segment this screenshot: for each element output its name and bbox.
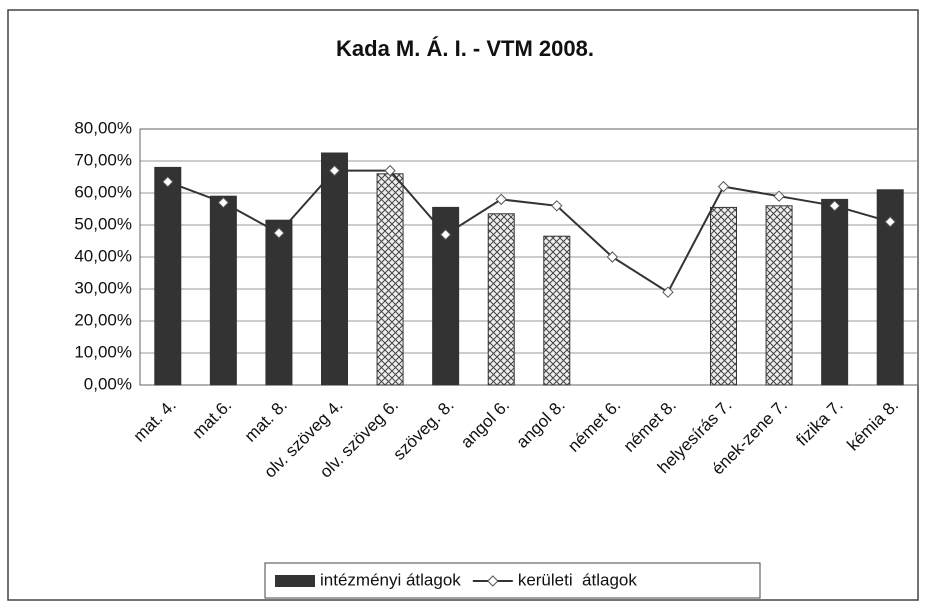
marker xyxy=(162,176,174,188)
marker xyxy=(273,227,285,239)
y-tick-label: 30,00% xyxy=(74,278,132,297)
y-tick-label: 40,00% xyxy=(74,246,132,265)
bar xyxy=(487,213,515,386)
y-tick-label: 50,00% xyxy=(74,214,132,233)
bar xyxy=(543,235,571,386)
marker xyxy=(439,228,452,241)
legend-label: kerületi átlagok xyxy=(518,570,638,589)
chart-title: Kada M. Á. I. - VTM 2008. xyxy=(336,36,594,61)
marker xyxy=(773,190,785,202)
marker xyxy=(551,200,563,212)
y-tick-label: 70,00% xyxy=(74,150,132,169)
x-tick-label: angol 8. xyxy=(513,396,569,452)
x-tick-label: mat. 8. xyxy=(241,396,291,446)
marker xyxy=(662,286,674,298)
bar xyxy=(432,206,460,386)
legend-label: intézményi átlagok xyxy=(320,570,461,589)
marker xyxy=(717,180,730,193)
y-tick-label: 0,00% xyxy=(84,374,132,393)
x-tick-label: mat.6. xyxy=(189,396,236,443)
bar xyxy=(209,195,237,386)
x-tick-label: mat. 4. xyxy=(130,396,180,446)
legend-swatch xyxy=(275,575,315,587)
y-tick-label: 80,00% xyxy=(74,118,132,137)
y-tick-label: 10,00% xyxy=(74,342,132,361)
legend-marker xyxy=(487,575,499,587)
line xyxy=(167,169,891,294)
marker xyxy=(828,200,841,212)
bar xyxy=(376,173,404,386)
marker xyxy=(217,196,230,209)
bar xyxy=(265,219,293,386)
marker xyxy=(884,216,896,228)
marker xyxy=(606,251,619,263)
marker xyxy=(328,164,341,177)
x-tick-label: angol 6. xyxy=(457,396,513,452)
x-tick-label: német 6. xyxy=(564,396,624,456)
bar xyxy=(821,198,849,386)
y-tick-label: 60,00% xyxy=(74,182,132,201)
marker xyxy=(384,164,396,177)
x-tick-label: fizika 7. xyxy=(792,396,846,450)
bar xyxy=(321,152,348,386)
bar xyxy=(710,206,737,386)
marker xyxy=(495,193,507,206)
plot-area xyxy=(139,128,919,386)
x-tick-label: szöveg. 8. xyxy=(389,396,457,464)
bar xyxy=(765,205,793,386)
bar xyxy=(154,166,182,386)
x-tick-label: kémia 8. xyxy=(843,396,902,455)
y-tick-label: 20,00% xyxy=(74,310,132,329)
